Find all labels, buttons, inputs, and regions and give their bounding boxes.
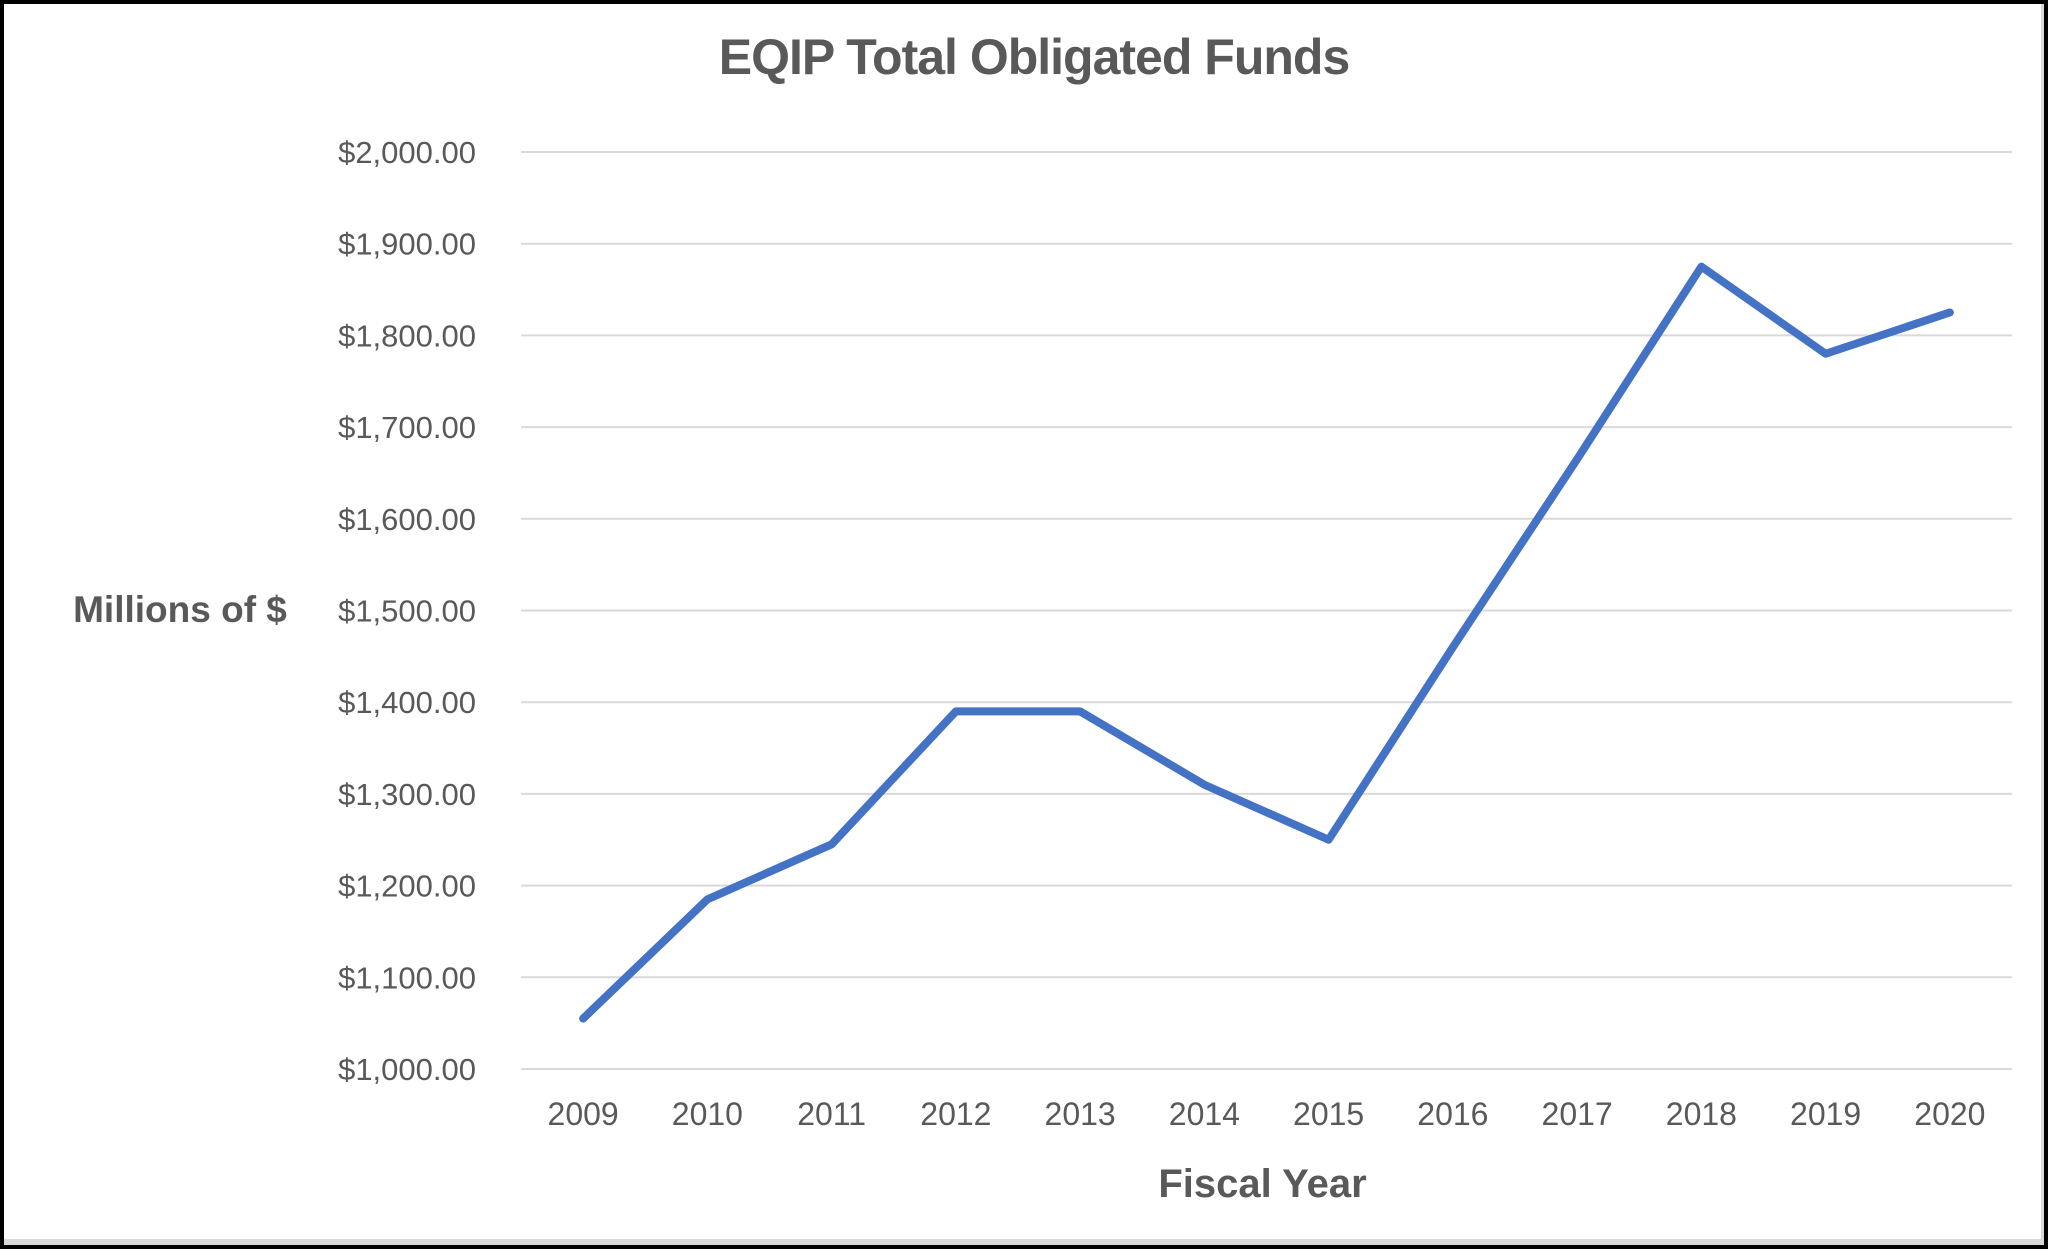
y-tick-label: $1,500.00 xyxy=(338,594,476,629)
x-tick-label: 2015 xyxy=(1293,1096,1364,1132)
y-tick-label: $1,300.00 xyxy=(338,777,476,812)
y-tick-label: $2,000.00 xyxy=(338,135,476,170)
x-tick-label: 2011 xyxy=(797,1096,866,1132)
x-tick-label: 2010 xyxy=(672,1096,743,1132)
y-tick-label: $1,100.00 xyxy=(338,960,476,995)
data-series-line xyxy=(579,262,1954,1023)
y-tick-label: $1,400.00 xyxy=(338,685,476,720)
line-chart-plot: $2,000.00 $1,900.00 $1,800.00 $1,700.00 $1,6… xyxy=(338,135,2012,1132)
x-tick-label: 2012 xyxy=(920,1096,991,1132)
x-tick-label: 2013 xyxy=(1045,1096,1116,1132)
x-tick-label: 2020 xyxy=(1914,1096,1985,1132)
x-tick-label: 2019 xyxy=(1790,1096,1861,1132)
y-axis-title: Millions of $ xyxy=(73,589,287,630)
y-tick-label: $1,700.00 xyxy=(338,410,476,445)
y-tick-label: $1,800.00 xyxy=(338,318,476,353)
x-axis-title: Fiscal Year xyxy=(1158,1162,1367,1206)
x-tick-label: 2009 xyxy=(548,1096,619,1132)
y-tick-label: $1,900.00 xyxy=(338,227,476,262)
y-tick-label: $1,200.00 xyxy=(338,869,476,904)
x-tick-label: 2016 xyxy=(1417,1096,1488,1132)
chart-title: EQIP Total Obligated Funds xyxy=(718,29,1351,85)
x-tick-label: 2017 xyxy=(1542,1096,1613,1132)
x-tick-label: 2014 xyxy=(1169,1096,1240,1132)
x-tick-label: 2018 xyxy=(1666,1096,1737,1132)
y-tick-label: $1,000.00 xyxy=(338,1052,476,1087)
y-tick-label: $1,600.00 xyxy=(338,502,476,537)
